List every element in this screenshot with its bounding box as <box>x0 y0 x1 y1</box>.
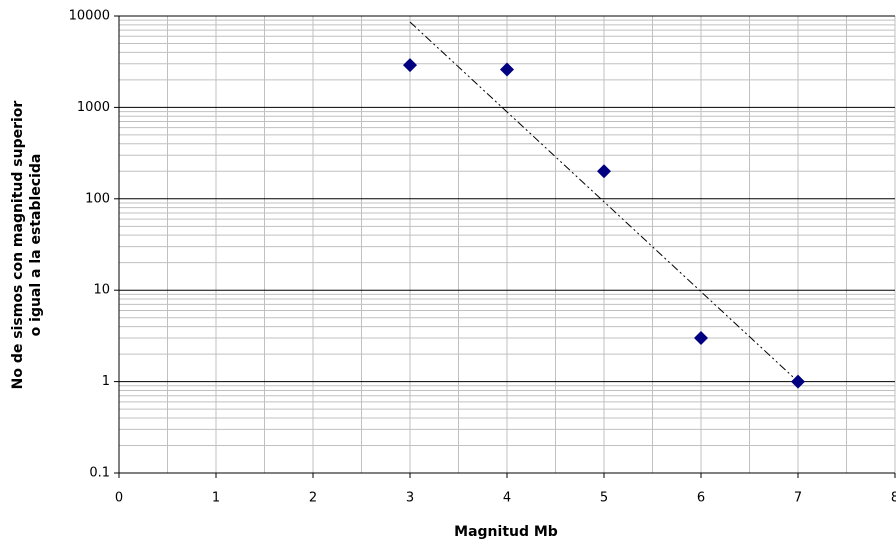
x-tick-label: 7 <box>794 491 802 506</box>
x-tick-label: 2 <box>309 491 317 506</box>
x-tick-label: 0 <box>115 491 123 506</box>
y-tick-label: 1 <box>102 374 110 389</box>
x-tick-label: 1 <box>212 491 220 506</box>
y-axis-title: No de sismos con magnitud superior <box>10 101 26 390</box>
point <box>791 374 805 389</box>
point <box>597 164 611 179</box>
point <box>694 330 708 345</box>
y-tick-label: 10000 <box>69 9 110 24</box>
point <box>500 62 514 77</box>
x-tick-label: 5 <box>600 491 608 506</box>
trendline <box>409 21 799 382</box>
grid <box>118 15 896 474</box>
x-tick-label: 3 <box>406 491 414 506</box>
y-tick-label: 1000 <box>77 100 110 115</box>
y-axis-title: o igual a la establecida <box>28 154 44 337</box>
x-tick-label: 6 <box>697 491 705 506</box>
x-tick-label: 4 <box>503 491 511 506</box>
x-tick-label: 8 <box>891 491 896 506</box>
y-tick-label: 100 <box>85 191 110 206</box>
y-tick-label: 10 <box>93 283 110 298</box>
point <box>403 58 417 73</box>
y-tick-label: 0.1 <box>89 466 110 481</box>
x-axis-title: Magnitud Mb <box>454 524 558 540</box>
